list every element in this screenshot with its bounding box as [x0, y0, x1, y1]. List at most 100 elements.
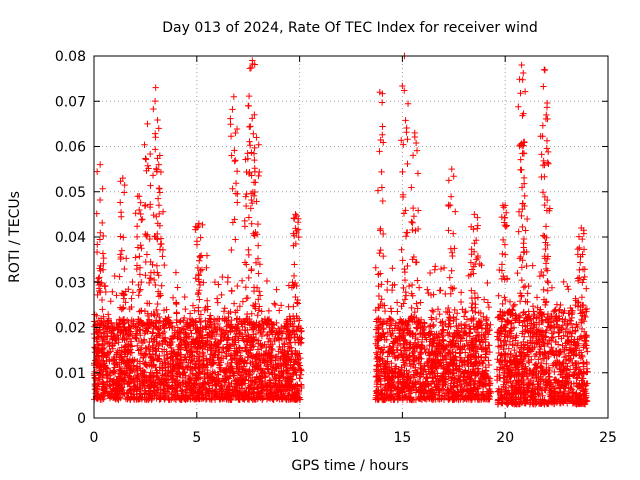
data-point [544, 323, 551, 330]
data-point [173, 309, 180, 316]
data-point [122, 299, 129, 306]
data-point [560, 278, 567, 286]
data-point [428, 307, 436, 314]
data-point [136, 346, 144, 353]
data-point [128, 295, 135, 302]
data-point [172, 299, 180, 306]
data-point [203, 297, 211, 304]
data-point [174, 284, 181, 291]
data-point [164, 355, 172, 362]
data-point [405, 282, 413, 290]
data-point [457, 298, 465, 306]
data-point [288, 344, 295, 351]
data-point [145, 279, 153, 287]
data-point [524, 290, 531, 297]
data-point [426, 269, 434, 277]
data-point [576, 266, 583, 274]
data-point [413, 325, 421, 332]
data-point [244, 353, 251, 361]
data-point [408, 304, 415, 312]
data-point [417, 299, 424, 306]
data-point [224, 278, 231, 286]
data-point [271, 300, 278, 307]
data-point [129, 278, 136, 286]
data-point [462, 307, 469, 315]
data-point [109, 288, 116, 295]
data-point [136, 287, 143, 295]
data-point [495, 292, 502, 299]
data-point [432, 263, 439, 270]
data-point [99, 306, 106, 313]
data-point [199, 362, 207, 369]
data-point [156, 313, 163, 321]
data-point [431, 266, 438, 273]
data-point [536, 272, 544, 280]
data-point [384, 278, 391, 285]
data-point [142, 344, 149, 352]
data-point [255, 307, 262, 314]
data-point [172, 269, 180, 276]
data-point [381, 307, 389, 315]
data-point [408, 281, 416, 289]
data-point [564, 283, 571, 290]
data-point [181, 293, 188, 301]
data-point [273, 286, 280, 293]
data-point [537, 359, 545, 367]
chart-title: Day 013 of 2024, Rate Of TEC Index for r… [162, 20, 537, 36]
data-point [393, 299, 401, 306]
data-point [474, 294, 482, 301]
data-point [135, 292, 142, 299]
data-point [259, 328, 267, 336]
data-point [219, 273, 226, 281]
data-point [424, 286, 431, 293]
data-point [484, 279, 491, 287]
data-point [146, 338, 153, 346]
data-point [463, 316, 471, 323]
data-point [263, 277, 271, 285]
data-point [149, 329, 157, 336]
data-point [239, 298, 247, 305]
data-point [440, 264, 448, 272]
data-points [90, 52, 591, 408]
data-point [487, 321, 494, 328]
data-point [387, 305, 395, 312]
data-point [584, 348, 591, 355]
data-point [196, 315, 203, 322]
data-point [550, 360, 557, 368]
data-point [394, 308, 401, 315]
data-point [510, 302, 517, 310]
data-point [462, 321, 470, 328]
data-point [480, 296, 488, 303]
data-point [388, 308, 395, 315]
data-point [296, 375, 304, 382]
data-point [129, 289, 137, 296]
data-point [548, 344, 555, 351]
data-point [218, 355, 225, 362]
data-point [583, 285, 590, 292]
data-point [238, 277, 246, 284]
data-point [113, 292, 120, 299]
data-point [211, 278, 219, 286]
data-point [107, 298, 114, 305]
data-point [233, 315, 241, 322]
data-point [218, 291, 225, 299]
data-point [485, 303, 493, 311]
grid-lines [94, 56, 608, 418]
data-point [263, 332, 271, 339]
data-point [289, 363, 296, 371]
data-point [402, 292, 410, 299]
data-point [258, 332, 266, 340]
data-point [161, 261, 168, 269]
data-point [276, 307, 283, 314]
data-point [542, 265, 550, 273]
data-point [249, 324, 257, 331]
data-point [516, 298, 524, 305]
data-point [111, 272, 118, 280]
data-point [565, 286, 572, 293]
data-point [442, 290, 449, 298]
data-point [271, 301, 279, 309]
data-point [211, 335, 219, 343]
data-point [213, 295, 221, 302]
data-point [548, 284, 556, 291]
